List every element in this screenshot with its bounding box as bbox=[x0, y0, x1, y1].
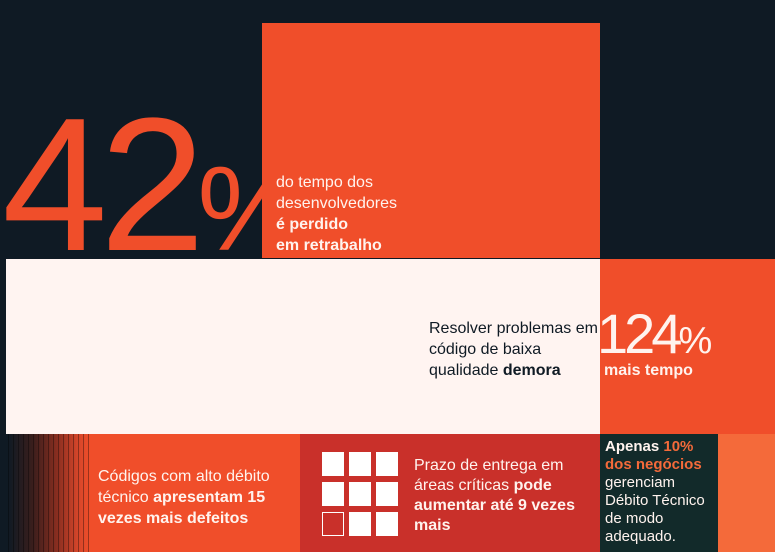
stat-15x-text: Códigos com alto débito técnico apresent… bbox=[98, 468, 270, 527]
big-42-percent: 42% bbox=[2, 85, 272, 285]
stat-124-description: Resolver problemas em código de baixa qu… bbox=[429, 320, 598, 379]
stat-124-caption: mais tempo bbox=[604, 362, 693, 379]
stat-10-text: Apenas 10% dos negócios gerenciam Débito… bbox=[605, 438, 705, 545]
big-124-percent: 124% bbox=[597, 302, 713, 365]
bottom-orange-block bbox=[90, 434, 300, 552]
stat-9x-text: Prazo de entrega em áreas críticas pode … bbox=[414, 457, 575, 534]
grid-cell bbox=[322, 452, 344, 476]
grid-cell bbox=[376, 452, 398, 476]
grid-icon bbox=[322, 452, 398, 537]
stat-42-caption: do tempo dos desenvolvedores é perdido e… bbox=[276, 172, 516, 256]
bottom-dark-block bbox=[600, 434, 718, 552]
grid-cell bbox=[349, 512, 371, 536]
grid-cell bbox=[349, 482, 371, 506]
grid-cell bbox=[376, 482, 398, 506]
grid-cell bbox=[349, 452, 371, 476]
stat-42-line2: desenvolvedores bbox=[276, 195, 397, 212]
top-orange-block bbox=[262, 23, 600, 258]
cream-band bbox=[6, 259, 600, 434]
stat-42-bold1: é perdido bbox=[276, 216, 349, 233]
stat-42-bold2: em retrabalho bbox=[276, 237, 382, 254]
gradient-stripes bbox=[8, 434, 90, 552]
grid-cell-empty bbox=[322, 512, 344, 536]
right-orange-block bbox=[600, 259, 775, 434]
grid-cell bbox=[376, 512, 398, 536]
bottom-right-orange-block bbox=[718, 434, 775, 552]
stat-42-line1: do tempo dos bbox=[276, 174, 373, 191]
grid-cell bbox=[322, 482, 344, 506]
stripe-lines bbox=[8, 434, 90, 552]
